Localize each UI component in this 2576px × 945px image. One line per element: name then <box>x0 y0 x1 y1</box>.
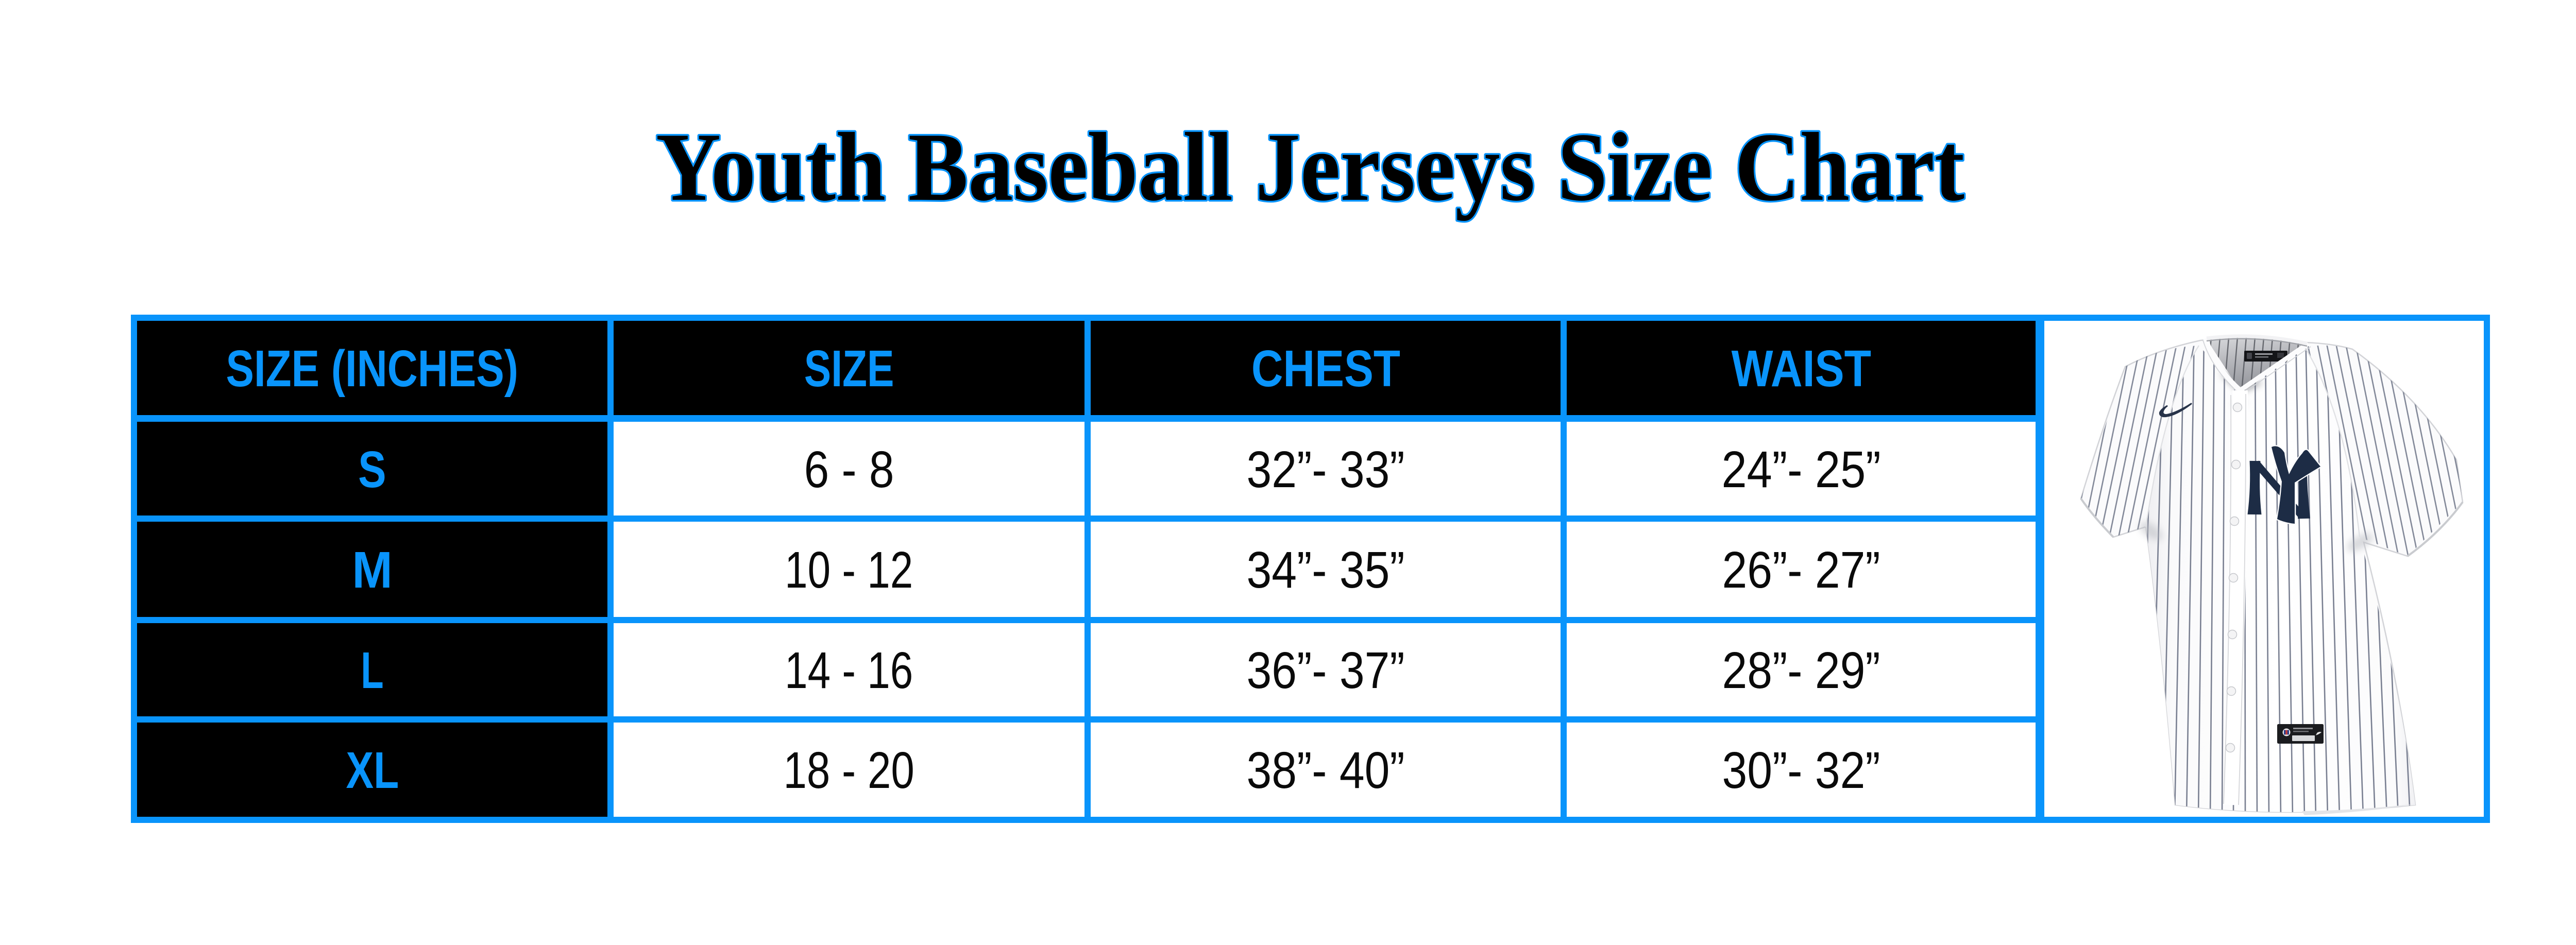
svg-text:Youth Baseball Jerseys Size Ch: Youth Baseball Jerseys Size Chart <box>656 113 1964 221</box>
